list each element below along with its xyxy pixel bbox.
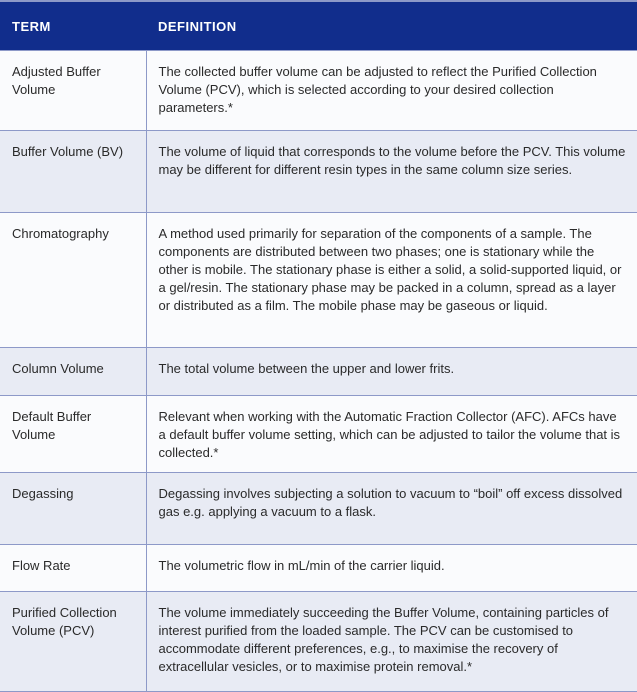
definition-cell: Degassing involves subjecting a solution…	[145, 472, 637, 545]
term-cell: Purified Collection Volume (PCV)	[0, 591, 147, 692]
definition-cell: The volumetric flow in mL/min of the car…	[145, 544, 637, 592]
definition-cell: The volume immediately succeeding the Bu…	[145, 591, 637, 692]
definition-cell: A method used primarily for separation o…	[145, 212, 637, 348]
table-row: Buffer Volume (BV) The volume of liquid t…	[0, 130, 637, 213]
table-header: TERM DEFINITION	[0, 0, 637, 51]
term-cell: Default Buffer Volume	[0, 395, 147, 473]
term-cell: Adjusted Buffer Volume	[0, 50, 147, 131]
term-cell: Flow Rate	[0, 544, 147, 592]
table-row: Default Buffer Volume Relevant when worki…	[0, 395, 637, 473]
table-row: Adjusted Buffer Volume The collected buff…	[0, 50, 637, 131]
table-row: Degassing Degassing involves subjecting a…	[0, 472, 637, 545]
term-cell: Chromatography	[0, 212, 147, 348]
header-definition: DEFINITION	[146, 0, 637, 51]
definition-cell: Relevant when working with the Automatic…	[145, 395, 637, 473]
definition-cell: The volume of liquid that corresponds to…	[145, 130, 637, 213]
table-row: Column Volume The total volume between th…	[0, 347, 637, 396]
table-row: Purified Collection Volume (PCV) The volu…	[0, 591, 637, 692]
header-term: TERM	[0, 0, 146, 51]
table-row: Chromatography A method used primarily fo…	[0, 212, 637, 348]
term-cell: Degassing	[0, 472, 147, 545]
table-row: Flow Rate The volumetric flow in mL/min o…	[0, 544, 637, 592]
term-cell: Buffer Volume (BV)	[0, 130, 147, 213]
definition-cell: The total volume between the upper and l…	[145, 347, 637, 396]
definition-cell: The collected buffer volume can be adjus…	[145, 50, 637, 131]
term-cell: Column Volume	[0, 347, 147, 396]
